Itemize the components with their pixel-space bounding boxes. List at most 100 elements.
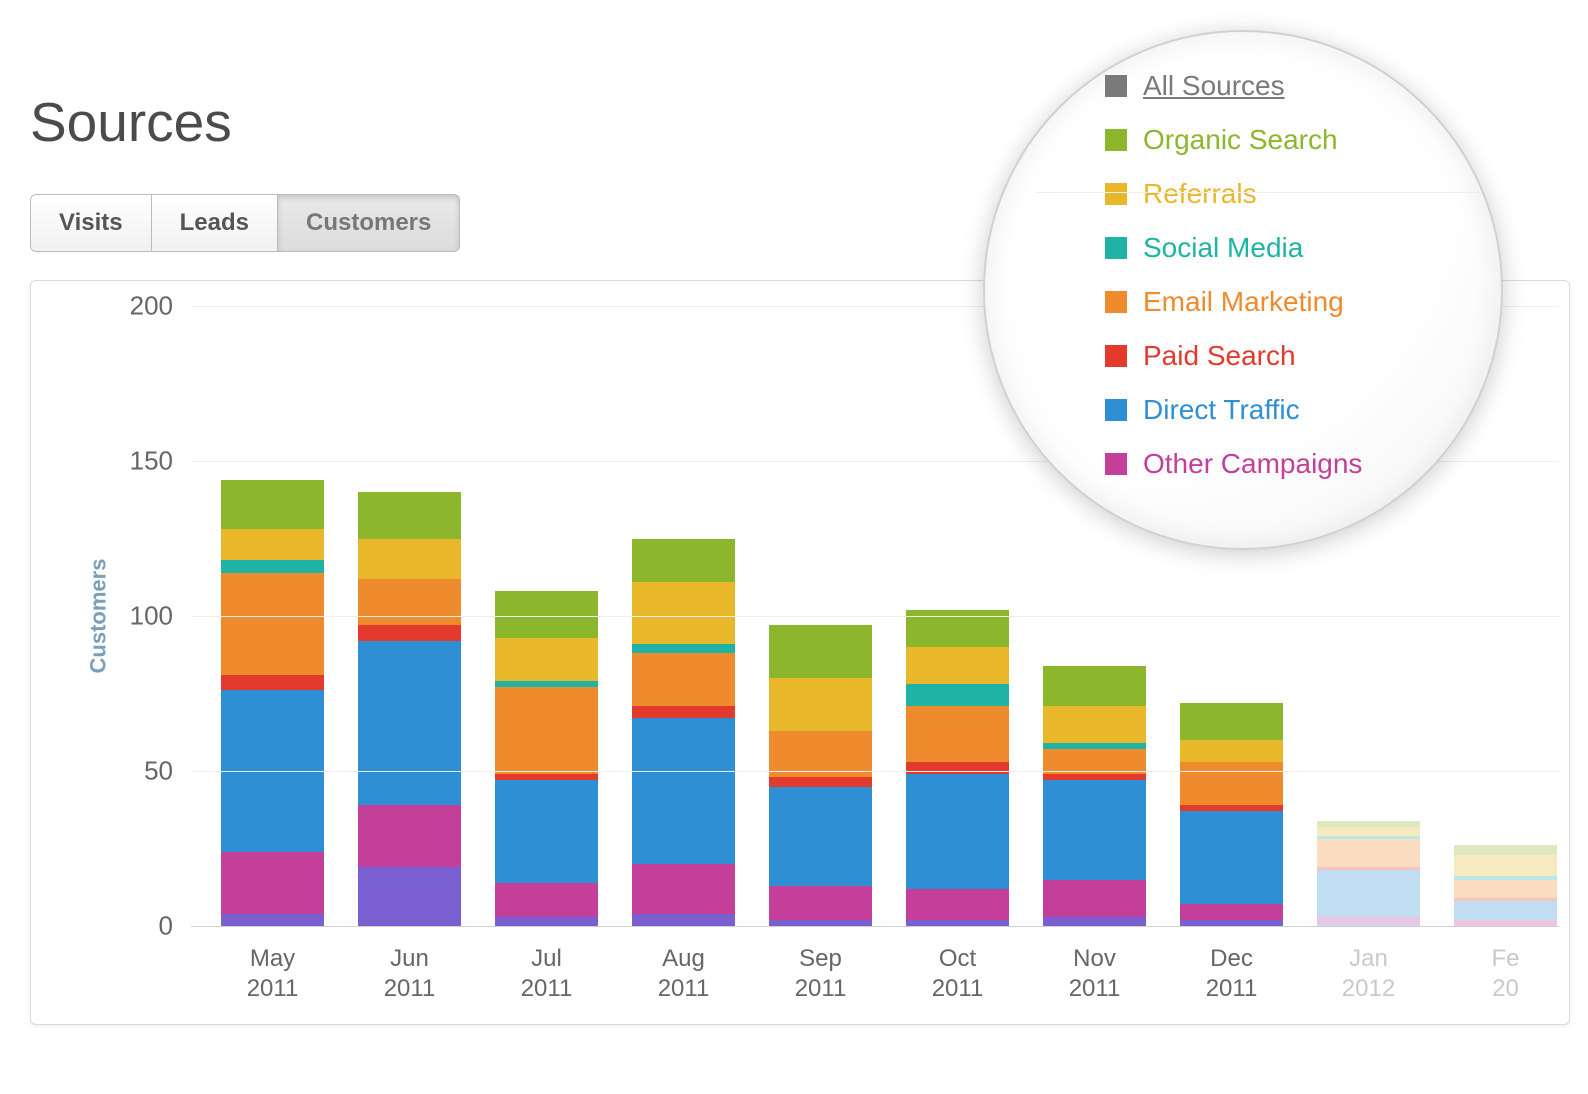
segment-direct_traffic: [632, 718, 735, 864]
x-label: Sep2011: [769, 944, 872, 1004]
segment-direct_traffic: [1180, 811, 1283, 904]
page: Sources VisitsLeadsCustomers Customers 0…: [0, 0, 1588, 1094]
y-tick: 200: [130, 291, 173, 322]
x-label: Oct2011: [906, 944, 1009, 1004]
segment-referrals: [1043, 706, 1146, 743]
segment-organic_search: [221, 480, 324, 530]
segment-unknown_purple: [221, 914, 324, 926]
bar-sep-2011[interactable]: [769, 625, 872, 926]
bar-jun-2011[interactable]: [358, 492, 461, 926]
bar-oct-2011[interactable]: [906, 610, 1009, 926]
segment-direct_traffic: [906, 774, 1009, 889]
segment-email_marketing: [906, 706, 1009, 762]
segment-social_media: [1317, 836, 1420, 839]
bar-nov-2011[interactable]: [1043, 666, 1146, 926]
segment-referrals: [906, 647, 1009, 684]
legend-label: Referrals: [1143, 178, 1257, 210]
segment-paid_search: [358, 625, 461, 641]
segment-email_marketing: [632, 653, 735, 706]
segment-referrals: [358, 539, 461, 579]
segment-direct_traffic: [769, 787, 872, 886]
segment-direct_traffic: [1317, 870, 1420, 917]
segment-organic_search: [1454, 845, 1557, 854]
y-tick: 100: [130, 601, 173, 632]
legend-swatch: [1105, 453, 1127, 475]
legend-label: Direct Traffic: [1143, 394, 1300, 426]
segment-paid_search: [632, 706, 735, 718]
legend-item-all-sources[interactable]: All Sources: [1105, 70, 1471, 102]
segment-email_marketing: [1317, 839, 1420, 867]
lens-gridline: [1035, 192, 1501, 193]
legend-swatch: [1105, 183, 1127, 205]
segment-paid_search: [1317, 867, 1420, 870]
segment-referrals: [1454, 855, 1557, 877]
segment-organic_search: [358, 492, 461, 539]
segment-other_campaigns: [769, 886, 872, 920]
segment-paid_search: [769, 777, 872, 786]
x-label: Jul2011: [495, 944, 598, 1004]
legend-item-social-media[interactable]: Social Media: [1105, 232, 1471, 264]
segment-referrals: [632, 582, 735, 644]
legend-label: Organic Search: [1143, 124, 1338, 156]
x-label: Fe20: [1454, 944, 1557, 1004]
bar-jul-2011[interactable]: [495, 591, 598, 926]
segment-other_campaigns: [906, 889, 1009, 920]
segment-paid_search: [221, 675, 324, 691]
segment-email_marketing: [358, 579, 461, 626]
segment-other_campaigns: [632, 864, 735, 914]
segment-referrals: [495, 638, 598, 681]
x-label: Jun2011: [358, 944, 461, 1004]
tab-visits[interactable]: Visits: [30, 194, 152, 252]
bar-aug-2011[interactable]: [632, 539, 735, 926]
bar-jan-2012[interactable]: [1317, 821, 1420, 926]
segment-other_campaigns: [221, 852, 324, 914]
segment-organic_search: [769, 625, 872, 678]
segment-other_campaigns: [1043, 880, 1146, 917]
y-tick: 0: [159, 911, 173, 942]
gridline: [191, 926, 1559, 927]
legend-swatch: [1105, 291, 1127, 313]
segment-social_media: [1454, 876, 1557, 879]
segment-social_media: [632, 644, 735, 653]
legend-label: All Sources: [1143, 70, 1285, 102]
legend-swatch: [1105, 129, 1127, 151]
segment-referrals: [769, 678, 872, 731]
bar-dec-2011[interactable]: [1180, 703, 1283, 926]
legend-swatch: [1105, 399, 1127, 421]
legend-item-other-campaigns[interactable]: Other Campaigns: [1105, 448, 1471, 480]
bar-may-2011[interactable]: [221, 480, 324, 926]
tab-customers[interactable]: Customers: [278, 194, 460, 252]
legend-label: Paid Search: [1143, 340, 1296, 372]
segment-other_campaigns: [1317, 917, 1420, 923]
segment-organic_search: [632, 539, 735, 582]
legend-item-direct-traffic[interactable]: Direct Traffic: [1105, 394, 1471, 426]
segment-email_marketing: [1180, 762, 1283, 805]
legend-item-email-marketing[interactable]: Email Marketing: [1105, 286, 1471, 318]
bar-fe-20[interactable]: [1454, 845, 1557, 926]
gridline: [191, 616, 1559, 617]
segment-direct_traffic: [495, 780, 598, 882]
segment-unknown_purple: [632, 914, 735, 926]
segment-referrals: [1180, 740, 1283, 762]
legend-item-paid-search[interactable]: Paid Search: [1105, 340, 1471, 372]
x-label: Aug2011: [632, 944, 735, 1004]
x-label: Jan2012: [1317, 944, 1420, 1004]
gridline: [191, 771, 1559, 772]
segment-social_media: [221, 560, 324, 572]
segment-paid_search: [1454, 898, 1557, 901]
segment-email_marketing: [495, 687, 598, 774]
segment-organic_search: [1043, 666, 1146, 706]
tab-leads[interactable]: Leads: [152, 194, 278, 252]
legend-swatch: [1105, 237, 1127, 259]
legend-label: Other Campaigns: [1143, 448, 1362, 480]
segment-organic_search: [1180, 703, 1283, 740]
segment-direct_traffic: [1043, 780, 1146, 879]
segment-direct_traffic: [1454, 901, 1557, 920]
y-tick: 150: [130, 446, 173, 477]
x-label: May2011: [221, 944, 324, 1004]
segment-other_campaigns: [358, 805, 461, 867]
x-label: Dec2011: [1180, 944, 1283, 1004]
legend-item-referrals[interactable]: Referrals: [1105, 178, 1471, 210]
segment-unknown_purple: [495, 917, 598, 926]
legend-item-organic-search[interactable]: Organic Search: [1105, 124, 1471, 156]
